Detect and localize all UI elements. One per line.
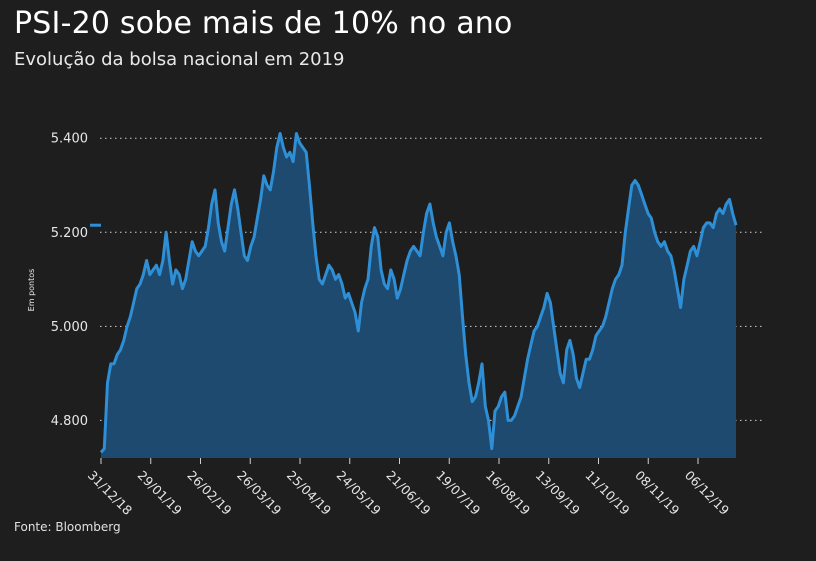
source-note: Fonte: Bloomberg bbox=[14, 520, 121, 534]
series-area bbox=[101, 133, 736, 458]
chart-subtitle: Evolução da bolsa nacional em 2019 bbox=[14, 49, 345, 70]
x-tick-label: 11/10/19 bbox=[582, 468, 632, 518]
x-tick-label: 19/07/19 bbox=[433, 468, 483, 518]
x-tick-label: 29/01/19 bbox=[135, 468, 185, 518]
y-axis-ticks: 4.800 5.000 5.200 5.400 bbox=[51, 132, 88, 429]
x-tick-label: 16/08/19 bbox=[483, 468, 533, 518]
x-tick-label: 26/03/19 bbox=[234, 468, 284, 518]
x-tick-label: 25/04/19 bbox=[284, 468, 334, 518]
y-tick-label: 5.400 bbox=[51, 132, 88, 147]
x-tick-label: 21/06/19 bbox=[383, 468, 433, 518]
x-tick-label: 31/12/18 bbox=[85, 468, 135, 518]
y-tick-label: 4.800 bbox=[51, 414, 88, 429]
x-tick-label: 06/12/19 bbox=[682, 468, 732, 518]
y-axis-label: Em pontos bbox=[27, 269, 36, 312]
series-line bbox=[99, 132, 738, 454]
chart-title: PSI-20 sobe mais de 10% no ano bbox=[14, 6, 513, 41]
x-tick-label: 08/11/19 bbox=[632, 468, 682, 518]
x-axis-ticks: 31/12/18 29/01/19 26/02/19 26/03/19 25/04/19… bbox=[85, 458, 732, 518]
x-tick-label: 26/02/19 bbox=[184, 468, 234, 518]
x-tick-label: 13/09/19 bbox=[533, 468, 583, 518]
x-tick-label: 24/05/19 bbox=[334, 468, 384, 518]
y-tick-label: 5.000 bbox=[51, 320, 88, 335]
y-tick-label: 5.200 bbox=[51, 226, 88, 241]
